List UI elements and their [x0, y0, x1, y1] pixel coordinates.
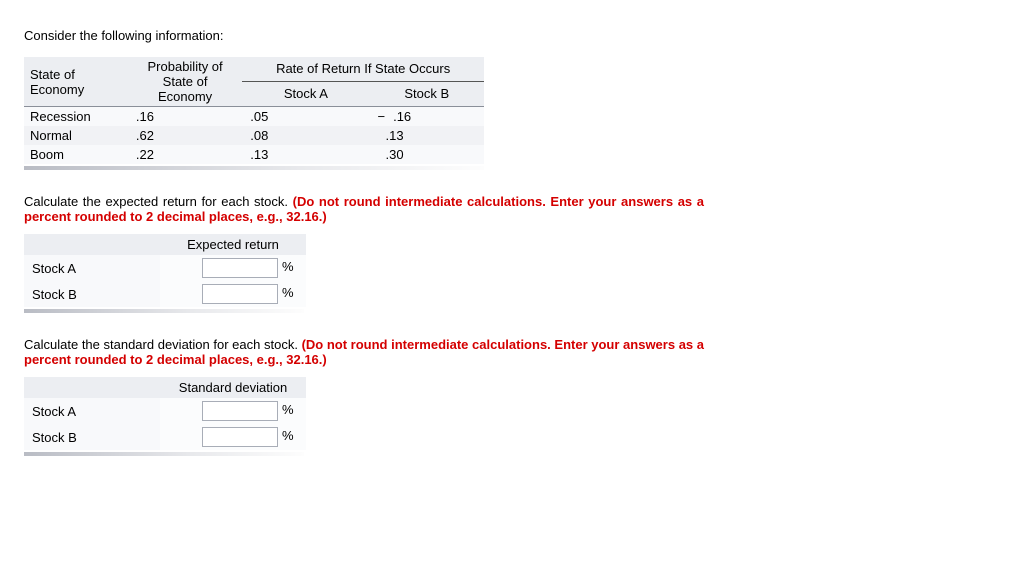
- q1-prompt: Calculate the expected return for each s…: [24, 194, 704, 224]
- divider-3: [24, 452, 304, 456]
- expected-return-table: Expected return Stock A % Stock B %: [24, 234, 306, 307]
- q2-input-b[interactable]: [202, 427, 278, 447]
- state-0: Recession: [24, 107, 128, 126]
- a-1: .08: [242, 126, 369, 145]
- q2-row-b: Stock B: [24, 424, 160, 450]
- divider-1: [24, 166, 484, 170]
- hdr-prob-3: Economy: [136, 89, 234, 104]
- q1-header: Expected return: [160, 234, 306, 255]
- q2-row-a: Stock A: [24, 398, 160, 424]
- intro-text: Consider the following information:: [24, 28, 1000, 43]
- b-0: −.16: [370, 107, 485, 126]
- q1-unit-b: %: [282, 285, 298, 300]
- a-0: .05: [242, 107, 369, 126]
- hdr-state-2: Economy: [30, 82, 120, 97]
- q2-unit-a: %: [282, 402, 298, 417]
- a-2: .13: [242, 145, 369, 164]
- q1-row-b: Stock B: [24, 281, 160, 307]
- divider-2: [24, 309, 304, 313]
- b-2: .30: [370, 145, 485, 164]
- prob-0: .16: [128, 107, 242, 126]
- std-dev-table: Standard deviation Stock A % Stock B %: [24, 377, 306, 450]
- q2-prompt: Calculate the standard deviation for eac…: [24, 337, 704, 367]
- hdr-state-1: State of: [30, 67, 120, 82]
- prob-1: .62: [128, 126, 242, 145]
- q2-header: Standard deviation: [160, 377, 306, 398]
- b-1: .13: [370, 126, 485, 145]
- prob-2: .22: [128, 145, 242, 164]
- hdr-stock-a: Stock A: [242, 81, 369, 106]
- hdr-prob-1: Probability of: [136, 59, 234, 74]
- q1-input-b[interactable]: [202, 284, 278, 304]
- q1-row-a: Stock A: [24, 255, 160, 281]
- q2-unit-b: %: [282, 428, 298, 443]
- state-1: Normal: [24, 126, 128, 145]
- hdr-prob-2: State of: [136, 74, 234, 89]
- hdr-span: Rate of Return If State Occurs: [242, 57, 484, 81]
- state-2: Boom: [24, 145, 128, 164]
- q1-unit-a: %: [282, 259, 298, 274]
- q1-input-a[interactable]: [202, 258, 278, 278]
- hdr-stock-b: Stock B: [370, 81, 485, 106]
- q2-input-a[interactable]: [202, 401, 278, 421]
- info-table: State of Economy Probability of State of…: [24, 57, 484, 164]
